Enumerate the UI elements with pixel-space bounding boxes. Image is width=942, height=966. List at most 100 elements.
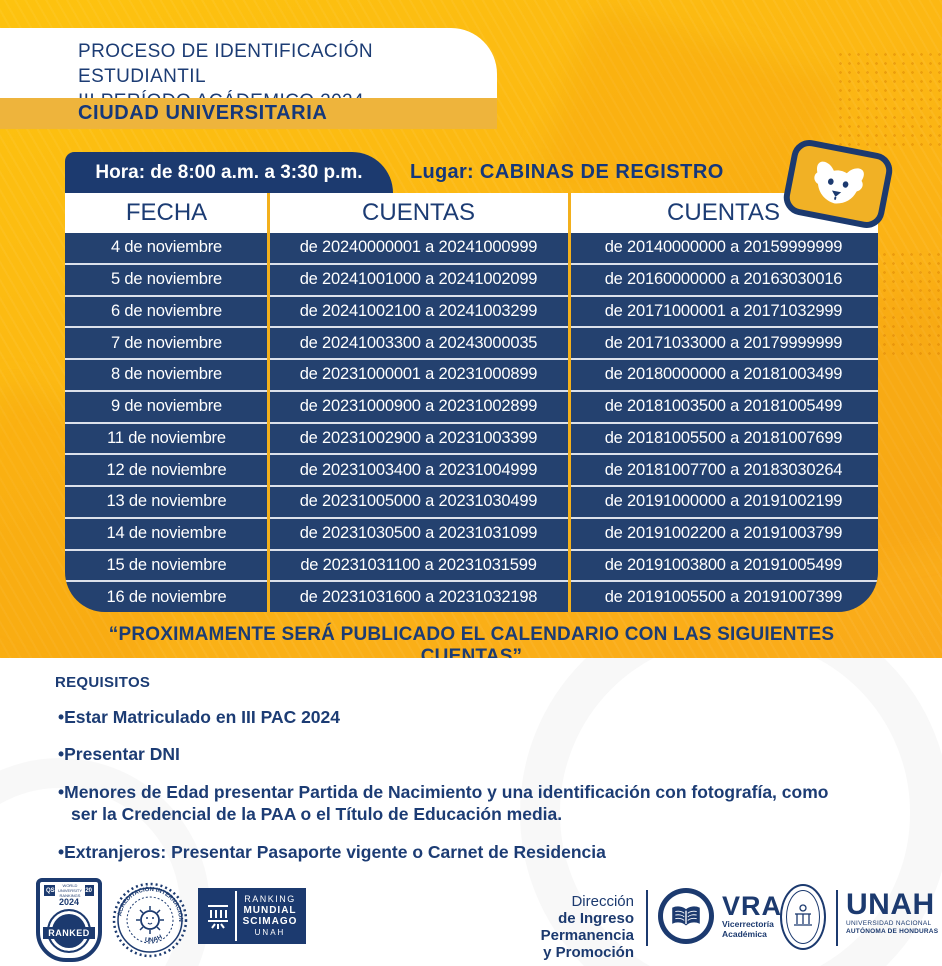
accounts-range-cell: de 20181007700 a 20183030264 (604, 460, 843, 479)
schedule-table: Hora: de 8:00 a.m. a 3:30 p.m. Lugar: CA… (65, 152, 878, 612)
accounts-range-cell: de 20240000001 a 20241000999 (299, 238, 538, 257)
accounts-range-cell: de 20140000000 a 20159999999 (604, 238, 843, 257)
accounts-range-cell: de 20191003800 a 20191005499 (604, 555, 843, 574)
table-row: 6 de noviembre de 20241002100 a 202410032… (65, 294, 878, 327)
table-row: 15 de noviembre de 20231031100 a 20231031… (65, 548, 878, 581)
accounts-range-cell: de 20180000000 a 20181003499 (604, 365, 843, 384)
column-header-cuentas-2: CUENTAS (667, 199, 780, 226)
puma-face-icon (814, 161, 864, 204)
column-divider (568, 193, 571, 612)
accounts-range-cell: de 20171033000 a 20179999999 (604, 333, 843, 352)
accounts-range-cell: de 20231031600 a 20231032198 (299, 587, 538, 606)
qs-logo: QS (46, 887, 55, 894)
puma-card-icon (780, 136, 896, 232)
scimago-line4: UNAH (254, 928, 286, 937)
date-cell: 15 de noviembre (106, 555, 227, 574)
unah-sub2: AUTÓNOMA DE HONDURAS (846, 928, 939, 935)
accounts-range-cell: de 20191002200 a 20191003799 (604, 524, 843, 543)
qs-badge-ranking-text: WORLD UNIVERSITY RANKINGS (54, 883, 86, 898)
direccion-line1: Dirección (571, 893, 634, 910)
vra-sub1: Vicerrectoría (722, 919, 774, 929)
table-row: 8 de noviembre de 20231000001 a 202310008… (65, 358, 878, 390)
date-cell: 4 de noviembre (111, 238, 222, 257)
requirement-item: •Menores de Edad presentar Partida de Na… (58, 781, 829, 825)
qs-badge-year: 2024 (58, 897, 80, 907)
requirement-item: •Extranjeros: Presentar Pasaporte vigent… (58, 841, 606, 862)
footer-divider (646, 890, 648, 946)
column-header-fecha: FECHA (125, 199, 208, 226)
campus-bar: CIUDAD UNIVERSITARIA (0, 98, 497, 129)
open-book-icon (663, 893, 709, 939)
svg-text:UNAH: UNAH (144, 934, 163, 944)
accounts-range-cell: de 20241002100 a 20241003299 (299, 301, 538, 320)
unah-acronym: UNAH (846, 888, 935, 921)
qs-ranked-label: RANKED (43, 927, 95, 939)
accounts-range-cell: de 20231031100 a 20231031599 (300, 555, 537, 574)
accounts-range-cell: de 20231030500 a 20231031099 (299, 524, 538, 543)
hora-tab: Hora: de 8:00 a.m. a 3:30 p.m. (65, 152, 393, 193)
qs-badge-circle: RANKED (43, 909, 95, 953)
date-cell: 11 de noviembre (107, 428, 226, 447)
vra-sub2: Académica (722, 928, 767, 939)
svg-text:ACREDITACIÓN INTERNACIONAL: ACREDITACIÓN INTERNACIONAL (112, 882, 183, 922)
account-table-body: 4 de noviembre de 20240000001 a 202410009… (65, 233, 878, 612)
accounts-range-cell: de 20231005000 a 20231030499 (299, 492, 538, 511)
table-row: 13 de noviembre de 20231005000 a 20231030… (65, 485, 878, 517)
table-row: 9 de noviembre de 20231000900 a 202310028… (65, 389, 878, 422)
unah-sub1: UNIVERSIDAD NACIONAL (846, 920, 932, 927)
scimago-text: RANKING MUNDIAL SCIMAGO UNAH (237, 891, 303, 941)
date-cell: 9 de noviembre (111, 397, 222, 416)
sun-seal-icon: ACREDITACIÓN INTERNACIONAL UNAH (110, 878, 188, 958)
seal-arc-bottom-text: UNAH (144, 934, 163, 944)
columns-building-icon (201, 891, 237, 941)
table-header-row: FECHA CUENTAS CUENTAS (65, 193, 878, 233)
vra-logo (658, 888, 714, 944)
qs-badge-number: 20 (85, 887, 92, 894)
date-cell: 12 de noviembre (106, 460, 227, 479)
scimago-ranking-badge: RANKING MUNDIAL SCIMAGO UNAH (198, 888, 306, 944)
scimago-line1: RANKING (244, 894, 296, 904)
scimago-line3: SCIMAGO (242, 916, 298, 927)
date-cell: 6 de noviembre (111, 301, 222, 320)
title-line1: PROCESO DE IDENTIFICACIÓN ESTUDIANTIL (78, 41, 374, 87)
accounts-range-cell: de 20191005500 a 20191007399 (604, 587, 843, 606)
direccion-text: Dirección de Ingreso Permanencia y Promo… (470, 893, 634, 961)
seal-arc-top-text: ACREDITACIÓN INTERNACIONAL (110, 878, 183, 922)
dot-grid-pattern (836, 50, 942, 150)
date-cell: 8 de noviembre (111, 365, 222, 384)
accreditation-sun-seal: ACREDITACIÓN INTERNACIONAL UNAH (110, 878, 188, 958)
accounts-range-cell: de 20181005500 a 20181007699 (604, 428, 843, 447)
accounts-range-cell: de 20231000900 a 20231002899 (299, 397, 538, 416)
qs-badge-topbar: QS WORLD UNIVERSITY RANKINGS 20 (44, 883, 94, 898)
date-cell: 7 de noviembre (111, 333, 222, 352)
unah-text: UNAH UNIVERSIDAD NACIONAL AUTÓNOMA DE HO… (846, 890, 938, 936)
vra-text: VRA Vicerrectoría Académica (722, 892, 782, 939)
table-row: 4 de noviembre de 20240000001 a 202410009… (65, 233, 878, 263)
requirement-item: •Estar Matriculado en III PAC 2024 (58, 707, 341, 727)
qs-ranked-badge: QS WORLD UNIVERSITY RANKINGS 20 2024 RAN… (36, 878, 102, 962)
unah-seal-inner (786, 890, 820, 944)
accounts-range-cell: de 20241003300 a 20243000035 (299, 333, 538, 352)
column-divider (267, 193, 270, 612)
requirement-item: •Presentar DNI (58, 744, 180, 765)
direccion-line3: y Promoción (543, 944, 634, 961)
column-header-cuentas-1: CUENTAS (362, 199, 475, 226)
accounts-range-cell: de 20241001000 a 20241002099 (299, 270, 538, 289)
lugar-label: Lugar: CABINAS DE REGISTRO (410, 161, 724, 183)
table-row: 7 de noviembre de 20241003300 a 202430000… (65, 326, 878, 358)
accounts-range-cell: de 20181003500 a 20181005499 (604, 397, 843, 416)
accounts-range-cell: de 20160000000 a 20163030016 (604, 270, 843, 289)
date-cell: 5 de noviembre (111, 270, 222, 289)
scimago-line2: MUNDIAL (243, 905, 297, 916)
table-row: 12 de noviembre de 20231003400 a 20231004… (65, 453, 878, 485)
requirements-title: REQUISITOS (55, 674, 151, 691)
accounts-range-cell: de 20191000000 a 20191002199 (604, 492, 843, 511)
requirements-list: •Estar Matriculado en III PAC 2024 •Prese… (58, 706, 898, 878)
accounts-range-cell: de 20231000001 a 20231000899 (299, 365, 538, 384)
table-row: 11 de noviembre de 20231002900 a 20231003… (65, 421, 878, 454)
accounts-range-cell: de 20231003400 a 20231004999 (299, 460, 538, 479)
date-cell: 14 de noviembre (106, 524, 227, 543)
vra-acronym: VRA (722, 891, 783, 921)
table-row: 14 de noviembre de 20231030500 a 20231031… (65, 516, 878, 549)
